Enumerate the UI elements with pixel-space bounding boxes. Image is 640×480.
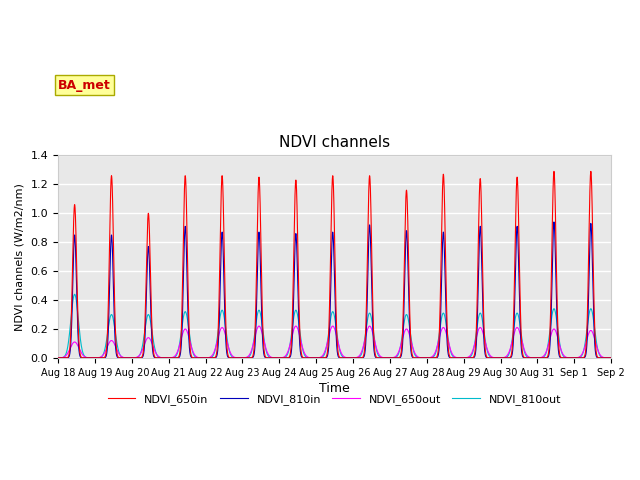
NDVI_650out: [173, 351, 180, 357]
NDVI_650out: [261, 343, 269, 348]
NDVI_650in: [166, 355, 174, 361]
Legend: NDVI_650in, NDVI_810in, NDVI_650out, NDVI_810out: NDVI_650in, NDVI_810in, NDVI_650out, NDV…: [103, 390, 566, 409]
NDVI_650out: [411, 350, 419, 356]
NDVI_650in: [261, 353, 269, 359]
Line: NDVI_810out: NDVI_810out: [58, 294, 611, 358]
NDVI_650out: [607, 355, 615, 361]
NDVI_650out: [490, 355, 497, 360]
NDVI_810in: [605, 355, 613, 361]
NDVI_810in: [173, 355, 180, 361]
Y-axis label: NDVI channels (W/m2/nm): NDVI channels (W/m2/nm): [15, 183, 25, 331]
NDVI_650out: [54, 355, 62, 361]
NDVI_810in: [411, 355, 419, 361]
NDVI_810out: [261, 343, 269, 349]
NDVI_810in: [261, 354, 269, 360]
NDVI_650in: [605, 355, 613, 361]
NDVI_650in: [54, 355, 62, 361]
NDVI_810out: [54, 355, 62, 361]
NDVI_650in: [607, 355, 615, 361]
X-axis label: Time: Time: [319, 382, 350, 395]
Text: BA_met: BA_met: [58, 79, 111, 92]
NDVI_650in: [173, 355, 180, 361]
NDVI_810out: [490, 355, 497, 360]
NDVI_810out: [173, 352, 180, 358]
NDVI_650in: [587, 168, 595, 174]
NDVI_810out: [411, 352, 419, 358]
NDVI_650in: [411, 355, 419, 361]
NDVI_810in: [550, 219, 558, 225]
NDVI_810in: [490, 355, 497, 361]
NDVI_810out: [167, 355, 175, 361]
Title: NDVI channels: NDVI channels: [279, 135, 390, 150]
Line: NDVI_810in: NDVI_810in: [58, 222, 611, 358]
NDVI_810out: [607, 355, 615, 361]
Line: NDVI_650out: NDVI_650out: [58, 326, 611, 358]
NDVI_810in: [54, 355, 62, 361]
NDVI_650out: [255, 323, 263, 329]
Line: NDVI_650in: NDVI_650in: [58, 171, 611, 358]
NDVI_810out: [605, 355, 613, 361]
NDVI_810out: [71, 291, 79, 297]
NDVI_650out: [166, 355, 174, 360]
NDVI_650in: [490, 355, 497, 361]
NDVI_810in: [166, 355, 174, 361]
NDVI_650out: [605, 355, 613, 361]
NDVI_810in: [607, 355, 615, 361]
